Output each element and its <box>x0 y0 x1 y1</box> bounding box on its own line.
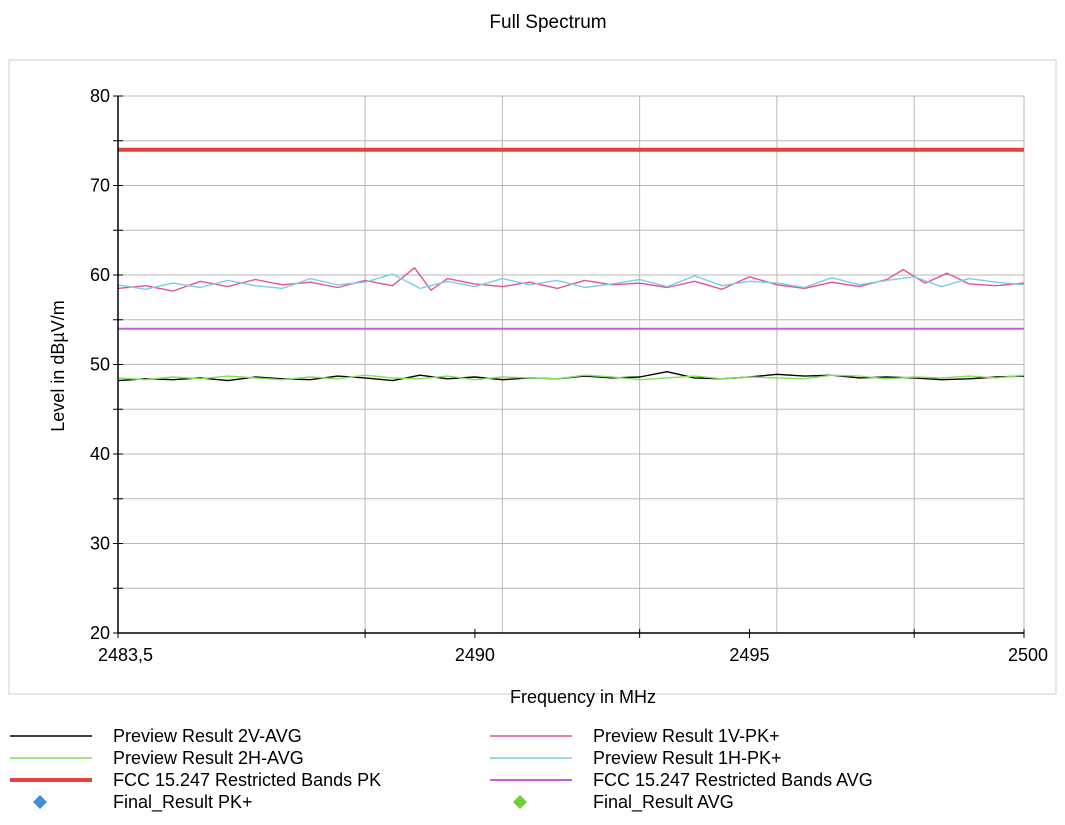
legend-label: Preview Result 2H-AVG <box>113 747 304 768</box>
series-line-6 <box>117 273 1025 290</box>
legend: Preview Result 2V-AVG Preview Result 2H-A… <box>0 724 1065 825</box>
legend-item: Preview Result 1H-PK+ <box>488 747 782 769</box>
x-tick-label: 2500 <box>1008 645 1048 665</box>
x-tick-label: 2495 <box>729 645 769 665</box>
y-tick-label: 40 <box>90 444 110 464</box>
legend-label: FCC 15.247 Restricted Bands PK <box>113 769 382 790</box>
legend-label: Preview Result 1H-PK+ <box>593 747 782 768</box>
legend-line-swatch <box>490 757 572 759</box>
x-tick-label: 2483,5 <box>98 645 153 665</box>
legend-diamond-marker <box>33 795 47 809</box>
legend-label: Preview Result 2V-AVG <box>113 725 302 746</box>
y-tick-label: 60 <box>90 265 110 285</box>
y-tick-label: 30 <box>90 534 110 554</box>
series-line-2 <box>117 374 1025 381</box>
y-tick-label: 70 <box>90 176 110 196</box>
legend-item: Final_Result AVG <box>488 791 734 813</box>
legend-item: Preview Result 1V-PK+ <box>488 725 780 747</box>
plot-series <box>117 147 1025 382</box>
grid <box>118 95 1025 633</box>
legend-diamond-marker <box>513 795 527 809</box>
x-tick-label: 2490 <box>455 645 495 665</box>
legend-line-swatch <box>10 778 92 782</box>
legend-line-swatch <box>10 735 92 737</box>
legend-item: FCC 15.247 Restricted Bands PK <box>8 769 381 791</box>
legend-item: FCC 15.247 Restricted Bands AVG <box>488 769 873 791</box>
legend-line-swatch <box>490 735 572 737</box>
chart-title: Full Spectrum <box>489 12 606 33</box>
legend-item: Final_Result PK+ <box>8 791 253 813</box>
y-tick-label: 50 <box>90 355 110 375</box>
chart: Full Spectrum 20 30 40 50 60 70 80 2483,5 2490 24… <box>8 12 1057 707</box>
y-axis-title: Level in dBµV/m <box>48 300 68 431</box>
legend-label: Final_Result PK+ <box>113 791 253 812</box>
axes: 20 30 40 50 60 70 80 2483,5 2490 2495 2500 <box>90 86 1048 665</box>
y-tick-label: 20 <box>90 623 110 643</box>
legend-label: FCC 15.247 Restricted Bands AVG <box>593 769 873 790</box>
x-axis-title: Frequency in MHz <box>510 687 656 707</box>
legend-label: Preview Result 1V-PK+ <box>593 725 780 746</box>
legend-label: Final_Result AVG <box>593 791 734 812</box>
legend-line-swatch <box>10 757 92 759</box>
legend-item: Preview Result 2H-AVG <box>8 747 304 769</box>
legend-item: Preview Result 2V-AVG <box>8 725 302 747</box>
y-tick-label: 80 <box>90 86 110 106</box>
legend-line-swatch <box>490 779 572 781</box>
